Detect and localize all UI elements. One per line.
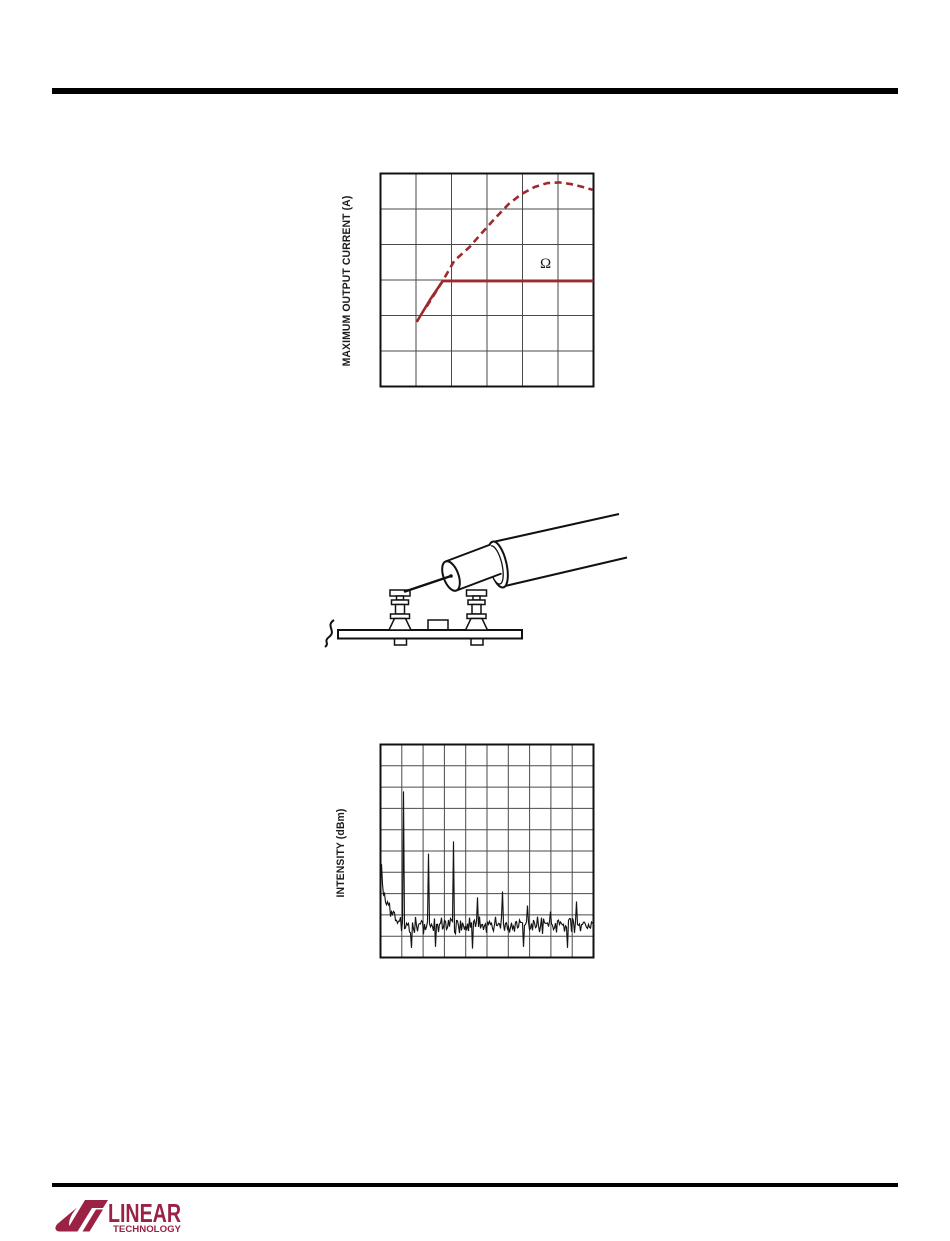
output-current-chart-plot [379,172,595,388]
turret-post-right [464,589,489,631]
pcb-board [337,629,523,640]
pcb-board-group [324,619,523,648]
probe-needle [403,574,453,593]
chart1-y-axis-label: MAXIMUM OUTPUT CURRENT (A) [341,195,353,367]
pcb-component [427,619,449,631]
lt-logo-mark [55,1200,108,1232]
intensity-spectrum-chart-plot [379,743,595,959]
turret-post-left [387,589,413,631]
probe-cable [492,513,628,588]
board-break-squiggle [324,619,335,648]
probe-barrel [441,543,502,592]
top-rule [52,88,898,94]
probe-illustration [324,513,628,648]
logo-company-name: LINEAR [108,1198,181,1228]
bottom-rule [52,1183,898,1187]
lt-logo: LINEAR TECHNOLOGY [55,1198,182,1234]
omega-resistance-annotation: Ω [540,256,552,272]
logo-division-name: TECHNOLOGY [113,1224,182,1234]
chart2-y-axis-label: INTENSITY (dBm) [335,808,347,898]
